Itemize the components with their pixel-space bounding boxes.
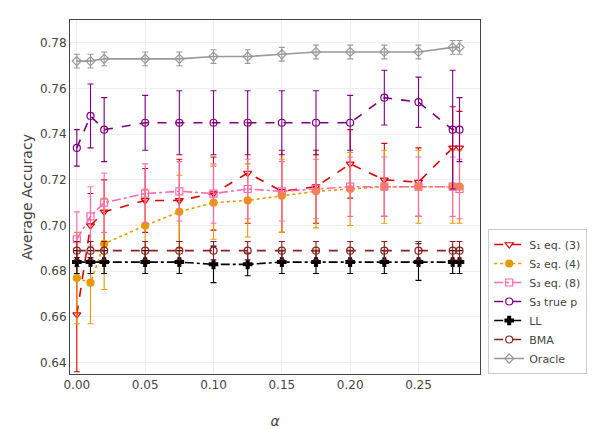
svg-text:0.68: 0.68 [40,264,67,278]
svg-text:0.78: 0.78 [40,36,67,50]
svg-text:0.66: 0.66 [40,310,67,324]
svg-text:0.74: 0.74 [40,127,67,141]
svg-text:0.25: 0.25 [405,378,432,392]
svg-text:0.00: 0.00 [63,378,90,392]
svg-text:S₃ true p: S₃ true p [529,296,577,309]
svg-text:α: α [270,413,280,429]
svg-text:0.70: 0.70 [40,219,67,233]
svg-text:0.10: 0.10 [200,378,227,392]
svg-text:S₁ eq. (3): S₁ eq. (3) [529,239,580,252]
svg-text:0.64: 0.64 [40,356,67,370]
svg-text:LL: LL [529,315,542,328]
svg-text:0.20: 0.20 [337,378,364,392]
svg-text:S₃ eq. (8): S₃ eq. (8) [529,277,580,290]
svg-text:0.05: 0.05 [132,378,159,392]
svg-text:Oracle: Oracle [529,353,565,366]
svg-text:0.76: 0.76 [40,82,67,96]
svg-text:BMA: BMA [529,334,554,347]
svg-text:0.72: 0.72 [40,173,67,187]
svg-text:0.15: 0.15 [268,378,295,392]
svg-text:S₂ eq. (4): S₂ eq. (4) [529,258,580,271]
svg-text:Average Accuracy: Average Accuracy [19,134,35,260]
